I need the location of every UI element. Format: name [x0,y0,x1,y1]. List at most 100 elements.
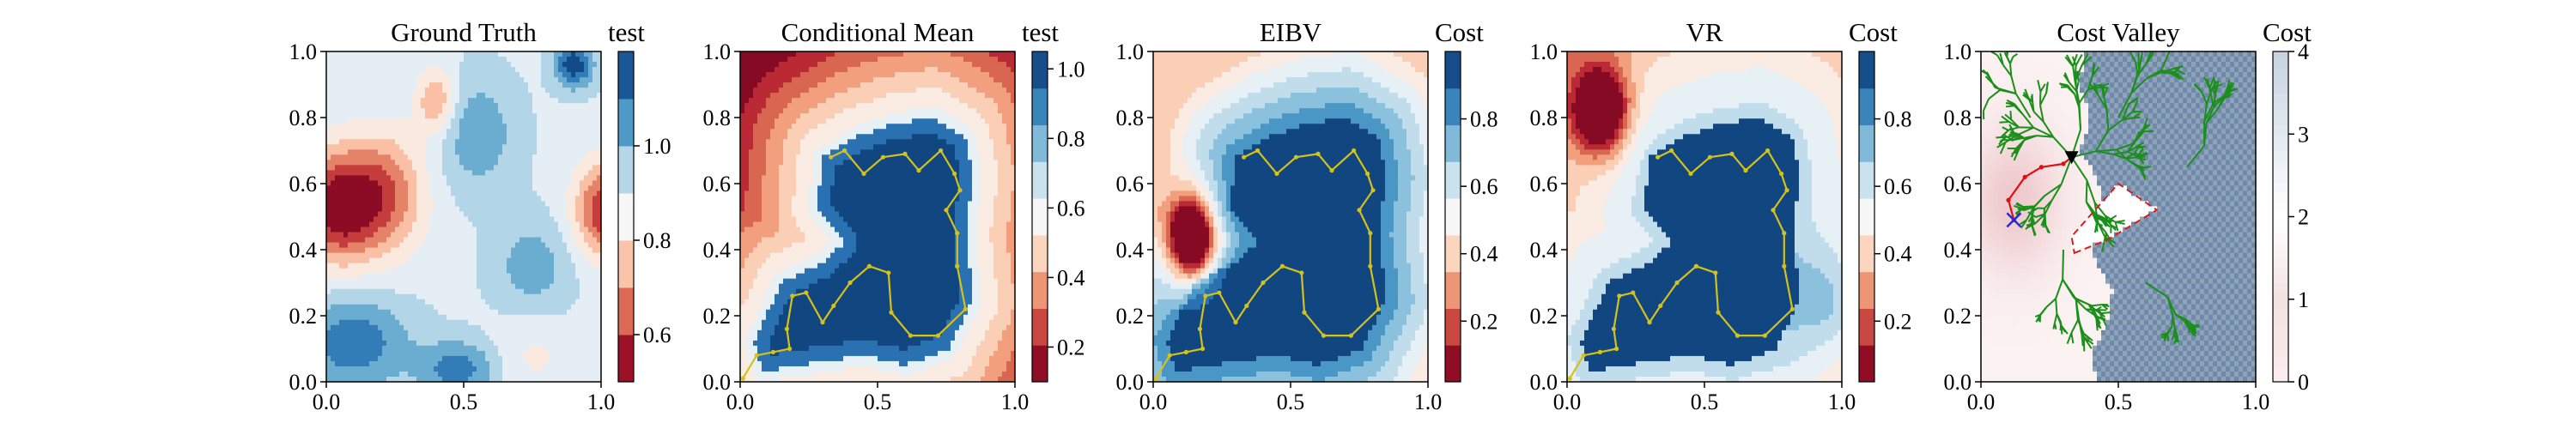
heatmap-cell [434,263,439,269]
heatmap-cell [524,258,529,264]
heatmap-cell [779,57,784,63]
heatmap-cell [395,227,400,233]
heatmap-cell [455,180,460,186]
heatmap-cell [425,243,430,249]
heatmap-cell [464,113,469,119]
heatmap-cell [421,62,426,68]
heatmap-cell [386,243,392,249]
heatmap-cell [447,222,452,228]
heatmap-cell [532,160,538,166]
heatmap-cell [796,149,801,155]
heatmap-cell [498,248,503,254]
heatmap-cell [434,160,439,166]
heatmap-cell [481,356,486,362]
heatmap-cell [378,305,383,311]
heatmap-cell [361,190,366,196]
heatmap-cell [498,320,503,326]
heatmap-cell [416,72,422,78]
heatmap-cell [744,284,750,290]
heatmap-cell [399,325,404,331]
heatmap-cell [783,263,788,269]
heatmap-cell [326,103,331,109]
heatmap-cell [507,185,512,191]
heatmap-cell [343,361,349,367]
heatmap-cell [416,320,422,326]
heatmap-cell [412,346,417,352]
heatmap-cell [489,356,495,362]
heatmap-cell [477,243,482,249]
heatmap-cell [386,294,392,300]
heatmap-cell [545,88,550,94]
heatmap-cell [766,211,771,217]
heatmap-cell [498,206,503,212]
heatmap-cell [753,222,758,228]
heatmap-cell [331,82,336,88]
heatmap-cell [757,190,762,196]
heatmap-cell [481,185,486,191]
heatmap-cell [386,103,392,109]
heatmap-cell [442,124,447,130]
heatmap-cell [554,263,559,269]
heatmap-cell [339,196,344,202]
heatmap-cell [374,201,379,207]
heatmap-cell [770,325,775,331]
heatmap-cell [515,305,520,311]
heatmap-cell [537,372,542,378]
heatmap-cell [592,103,598,109]
heatmap-cell [442,238,447,244]
heatmap-cell [447,274,452,280]
heatmap-cell [442,196,447,202]
heatmap-cell [532,294,538,300]
heatmap-cell [584,196,589,202]
heatmap-cell [485,330,490,336]
heatmap-cell [404,129,409,135]
heatmap-cell [532,258,538,264]
heatmap-cell [740,77,745,83]
heatmap-cell [588,175,593,181]
heatmap-cell [339,274,344,280]
heatmap-cell [562,274,568,280]
heatmap-cell [421,294,426,300]
heatmap-cell [541,320,546,326]
heatmap-cell [348,154,353,160]
heatmap-cell [348,372,353,378]
heatmap-cell [382,170,387,176]
heatmap-cell [783,274,788,280]
heatmap-cell [451,243,456,249]
heatmap-cell [455,88,460,94]
heatmap-cell [796,118,801,124]
heatmap-cell [468,330,473,336]
heatmap-cell [511,227,516,233]
heatmap-cell [519,289,525,295]
heatmap-cell [429,248,434,254]
heatmap-cell [438,124,443,130]
heatmap-cell [335,330,340,336]
heatmap-cell [369,243,374,249]
heatmap-cell [511,335,516,341]
heatmap-cell [361,330,366,336]
heatmap-cell [584,263,589,269]
heatmap-cell [442,330,447,336]
heatmap-cell [770,269,775,275]
heatmap-cell [762,154,767,160]
heatmap-cell [382,284,387,290]
heatmap-cell [348,217,353,223]
heatmap-cell [740,149,745,155]
heatmap-cell [558,190,563,196]
heatmap-cell [762,310,767,316]
heatmap-cell [550,118,555,124]
heatmap-cell [498,372,503,378]
heatmap-cell [369,284,374,290]
heatmap-cell [753,217,758,223]
heatmap-cell [382,108,387,114]
heatmap-cell [502,67,507,73]
heatmap-cell [545,196,550,202]
heatmap-cell [545,134,550,140]
heatmap-cell [545,243,550,249]
heatmap-cell [770,82,775,88]
heatmap-cell [524,227,529,233]
heatmap-cell [326,372,331,378]
heatmap-cell [369,77,374,83]
heatmap-cell [524,238,529,244]
heatmap-cell [770,238,775,244]
